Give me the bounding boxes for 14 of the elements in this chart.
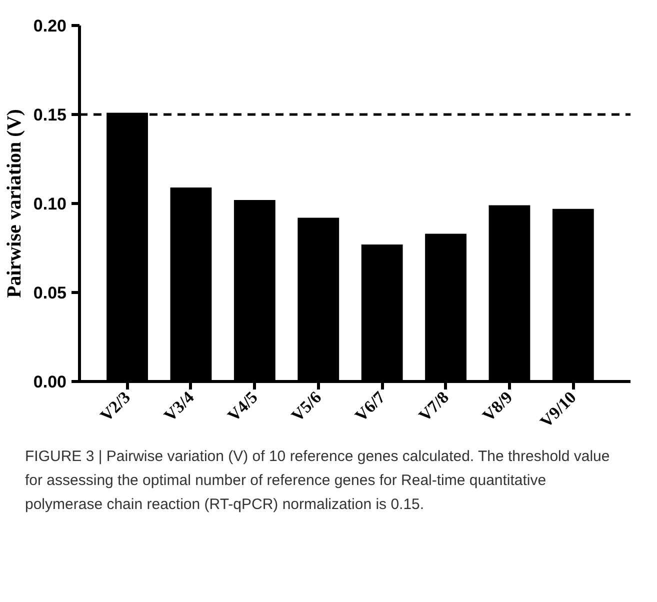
y-tick-label: 0.10 <box>33 194 67 214</box>
caption: FIGURE 3 | Pairwise variation (V) of 10 reference genes calculated. The threshold value for assessing the optimal number of reference genes for Real-time quantitative polymerase chain reaction (RT-qPCR) normalization is 0.15. <box>25 447 611 515</box>
y-tick-label: 0.05 <box>33 284 67 302</box>
y-tick-label: 0.00 <box>33 372 67 392</box>
y-axis-title: Pairwise variation (V) <box>3 109 26 298</box>
x-tick-label: V8/9 <box>478 388 516 426</box>
x-tick-label: V6/7 <box>351 387 390 426</box>
x-tick-label: V3/4 <box>160 387 198 426</box>
x-tick-label: V5/6 <box>288 388 326 426</box>
y-tick-label: 0.15 <box>33 106 67 124</box>
y-tick-label: 0.20 <box>33 16 67 36</box>
x-tick-label: V7/8 <box>415 388 452 426</box>
x-tick-label: V2/3 <box>96 388 134 426</box>
x-tick-label: V4/5 <box>224 388 262 426</box>
